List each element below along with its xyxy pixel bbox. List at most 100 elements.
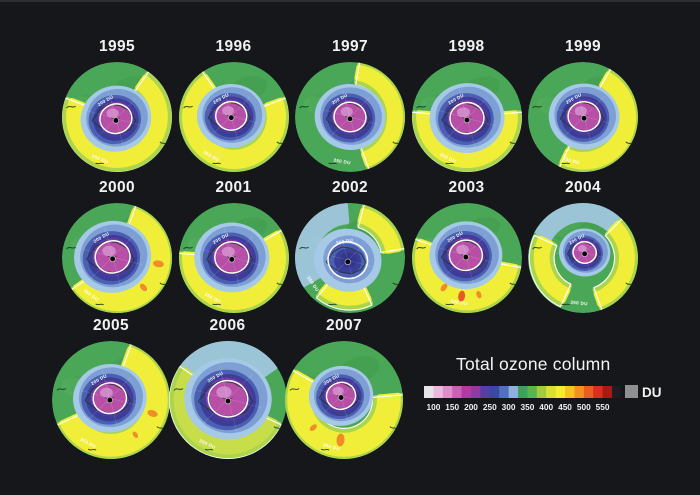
ozone-spot — [475, 290, 481, 299]
edge-coastline — [532, 105, 542, 109]
pink-patch — [102, 245, 116, 257]
year-label: 2002 — [331, 179, 369, 196]
contour-line-outer — [528, 234, 572, 308]
edge-coastline — [561, 162, 570, 165]
meridian-line — [437, 110, 467, 119]
year-label: 2007 — [325, 317, 363, 334]
edge-coastline — [95, 162, 104, 165]
hole-contour — [327, 241, 369, 280]
pink-patch — [574, 106, 588, 116]
center-pole-dot — [224, 397, 231, 405]
hole-contour — [448, 239, 483, 272]
hole-contour — [567, 100, 601, 132]
colorbar-segment — [424, 386, 434, 398]
colorbar-segment — [536, 386, 547, 398]
antarctica-coastline — [325, 246, 367, 275]
meridian-line — [466, 117, 496, 127]
colorbar-segment — [593, 386, 603, 398]
meridian-line — [90, 256, 113, 279]
ozone-spot — [457, 290, 465, 302]
meridian-line — [322, 395, 342, 415]
edge-coastline — [204, 448, 213, 451]
pink-patch — [577, 245, 587, 252]
colorbar-tick-label: 350 — [520, 402, 534, 412]
hole-contour — [207, 379, 248, 418]
meridian-line — [563, 116, 585, 137]
colorbar-segment — [518, 386, 528, 398]
meridian-line — [82, 248, 113, 258]
center-pole-dot — [344, 258, 351, 265]
meridian-line — [347, 259, 373, 268]
edge-coastline — [211, 162, 221, 165]
colorbar-segment — [565, 386, 575, 398]
pink-patch — [455, 244, 469, 255]
ozone-spot — [139, 283, 148, 292]
meridian-line — [202, 249, 232, 258]
ozone-band — [59, 346, 168, 457]
center-pole-dot — [580, 115, 588, 122]
edge-coastline — [56, 388, 67, 391]
ozone-spot — [336, 433, 345, 447]
meridian-line — [316, 388, 342, 397]
meridian-line — [88, 397, 111, 420]
pale-blue-region — [177, 341, 278, 379]
center-pole-dot — [337, 394, 345, 401]
center-pole-dot — [463, 116, 470, 124]
colorbar-segment — [555, 386, 566, 398]
year-label: 1996 — [215, 38, 252, 55]
colorbar-tick-label: 550 — [596, 402, 610, 412]
edge-coastline — [182, 105, 193, 109]
ozone-map-cell-2000: 2000 200 DU 350 DU — [58, 179, 176, 317]
meridian-line — [556, 108, 585, 117]
meridian-line — [445, 117, 467, 140]
meridian-line — [95, 118, 117, 139]
ozone-map-cell-2001: 2001 200 DU 350 DU — [175, 179, 293, 317]
colorbar-segment — [508, 386, 519, 398]
year-label: 1997 — [331, 38, 369, 55]
ozone-map-cell-2005: 2005 200 DU 350 DU — [48, 317, 174, 463]
meridian-line — [81, 390, 110, 399]
edge-coastline — [289, 388, 300, 391]
meridian-line — [193, 389, 228, 400]
legend-title: Total ozone column — [456, 354, 611, 374]
center-pole-dot — [581, 250, 588, 257]
edge-coastline — [95, 303, 104, 306]
pink-patch — [106, 108, 119, 118]
colorbar-segment — [471, 386, 481, 398]
colorbar-segment — [461, 386, 472, 398]
colorbar-segment — [499, 386, 509, 398]
year-label: 2000 — [98, 179, 136, 196]
ozone-map-cell-2002: 2002 300 DU 350 DU — [291, 179, 409, 317]
center-pole-dot — [228, 256, 235, 263]
ozone-map-cell-1997: 1997 200 DU 350 DU — [291, 38, 409, 176]
edge-coastline — [444, 303, 454, 306]
edge-coastline — [415, 105, 426, 109]
colorbar-tick-label: 150 — [445, 402, 459, 412]
hole-contour — [333, 101, 367, 133]
year-label: 1995 — [98, 38, 136, 55]
colorbar-segment — [442, 386, 453, 398]
legend: Total ozone column 100 150 200 250 300 350 400… — [424, 352, 700, 422]
center-pole-dot — [106, 396, 113, 404]
edge-coastline — [532, 246, 542, 250]
meridian-line — [230, 257, 240, 287]
ozone-map-cell-1998: 1998 200 DU 350 DU — [408, 38, 526, 176]
edge-coastline — [66, 246, 76, 250]
contour-label-outer: 300 DU — [450, 299, 468, 307]
meridian-line — [227, 398, 237, 433]
year-label: 2006 — [209, 317, 246, 334]
meridian-line — [323, 253, 348, 261]
contour-label-outer: 350 DU — [562, 156, 580, 165]
